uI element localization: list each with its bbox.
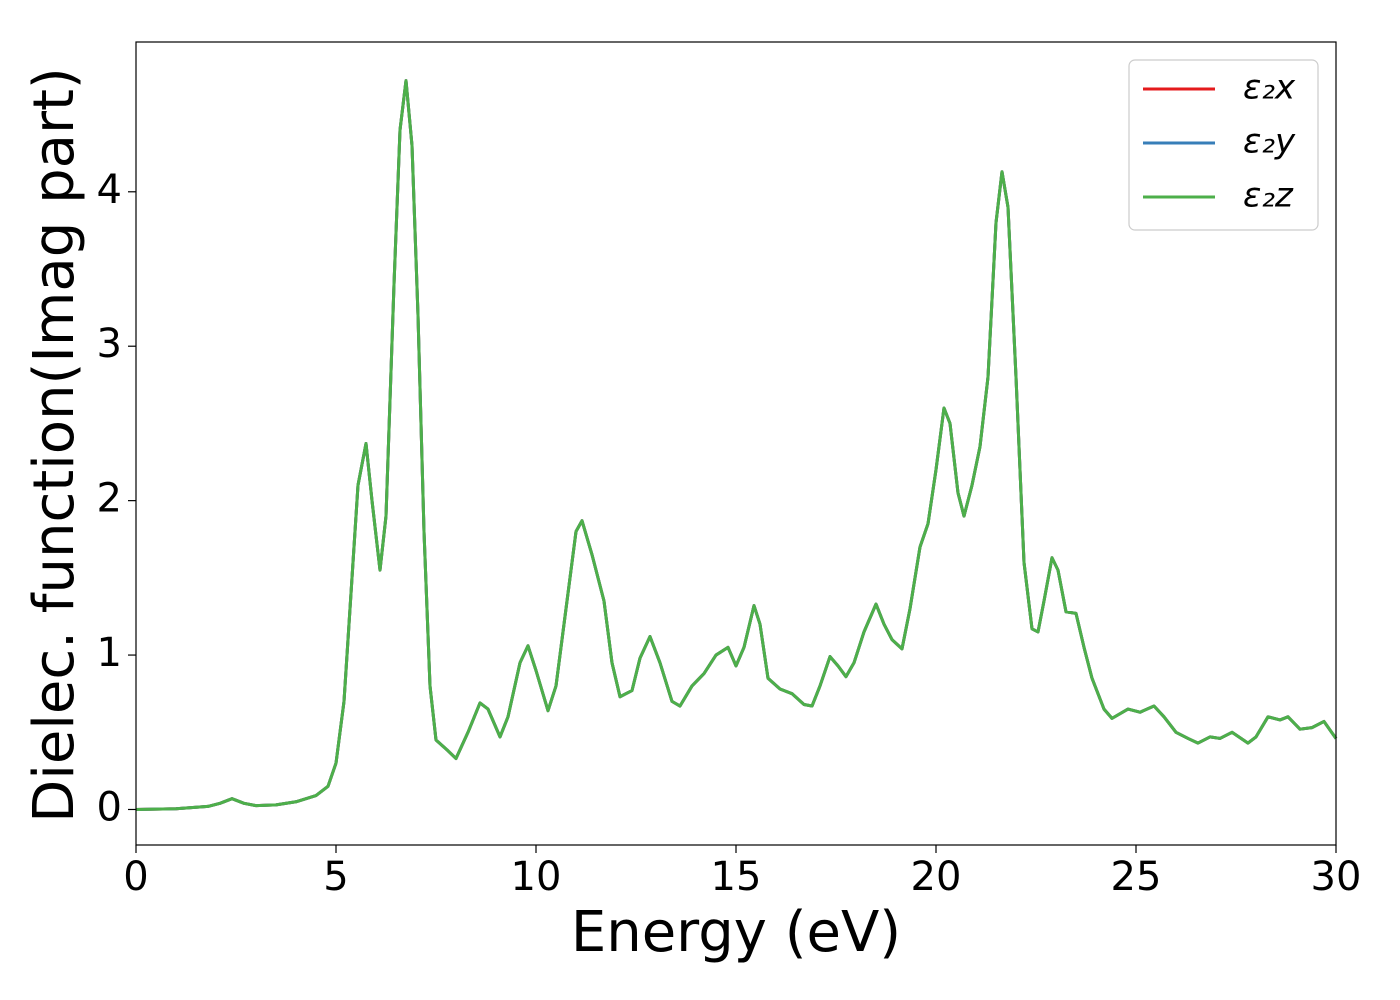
y-tick-label: 1: [97, 630, 122, 676]
y-tick-label: 0: [97, 784, 122, 830]
y-tick-label: 3: [97, 321, 122, 367]
legend-label: ε₂z: [1243, 176, 1294, 216]
x-axis-label: Energy (eV): [571, 900, 901, 965]
y-axis-label: Dielec. function(Imag part): [22, 67, 87, 823]
x-tick-label: 5: [323, 854, 348, 900]
legend-label: ε₂y: [1243, 122, 1296, 162]
x-tick-label: 15: [711, 854, 762, 900]
x-tick-label: 30: [1311, 854, 1362, 900]
plot-frame: [135, 41, 1337, 846]
x-tick-label: 20: [911, 854, 962, 900]
x-tick-label: 25: [1111, 854, 1162, 900]
series-line: [135, 79, 1338, 811]
y-tick-label: 2: [97, 476, 122, 522]
y-tick-label: 4: [97, 167, 122, 213]
x-tick-label: 10: [511, 854, 562, 900]
legend-box: [1128, 59, 1319, 231]
x-tick-label: 0: [123, 854, 148, 900]
legend-label: ε₂x: [1243, 68, 1296, 108]
